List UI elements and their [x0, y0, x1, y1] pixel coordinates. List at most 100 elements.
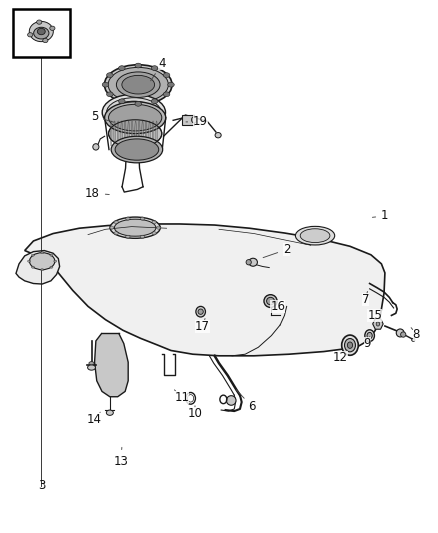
Ellipse shape — [264, 295, 277, 308]
Ellipse shape — [108, 67, 168, 102]
Ellipse shape — [88, 365, 95, 370]
Ellipse shape — [37, 20, 42, 24]
Ellipse shape — [152, 121, 154, 147]
Ellipse shape — [106, 72, 113, 77]
Text: 10: 10 — [187, 406, 202, 420]
Text: 3: 3 — [39, 479, 46, 492]
Ellipse shape — [300, 229, 330, 243]
Ellipse shape — [29, 253, 55, 270]
Ellipse shape — [106, 98, 161, 127]
Ellipse shape — [50, 266, 53, 268]
Ellipse shape — [396, 329, 404, 337]
Ellipse shape — [196, 306, 205, 317]
Ellipse shape — [117, 121, 119, 147]
Ellipse shape — [111, 136, 162, 163]
Ellipse shape — [93, 144, 99, 150]
Ellipse shape — [246, 260, 251, 265]
Text: 13: 13 — [113, 447, 128, 468]
Ellipse shape — [140, 217, 145, 220]
Ellipse shape — [110, 217, 160, 238]
Ellipse shape — [155, 121, 157, 147]
Ellipse shape — [140, 235, 145, 238]
Ellipse shape — [104, 64, 172, 104]
Ellipse shape — [124, 121, 126, 147]
Ellipse shape — [109, 104, 162, 131]
Ellipse shape — [267, 297, 275, 305]
Ellipse shape — [41, 269, 44, 271]
Ellipse shape — [50, 254, 53, 256]
Text: 9: 9 — [364, 337, 371, 350]
Text: 1: 1 — [372, 209, 389, 222]
Ellipse shape — [117, 72, 160, 98]
Ellipse shape — [41, 252, 44, 254]
Ellipse shape — [128, 121, 130, 147]
Ellipse shape — [29, 21, 53, 42]
Ellipse shape — [102, 82, 109, 87]
Text: 8: 8 — [411, 327, 420, 341]
Ellipse shape — [114, 221, 118, 224]
Ellipse shape — [152, 232, 156, 235]
Ellipse shape — [110, 121, 112, 147]
Ellipse shape — [135, 63, 141, 68]
Ellipse shape — [135, 101, 141, 106]
Ellipse shape — [152, 221, 156, 224]
Ellipse shape — [365, 330, 374, 342]
Ellipse shape — [376, 322, 380, 326]
Text: 19: 19 — [186, 116, 208, 128]
Ellipse shape — [295, 227, 335, 245]
Ellipse shape — [168, 82, 174, 87]
Ellipse shape — [102, 94, 166, 131]
Bar — [13, 9, 70, 56]
Ellipse shape — [89, 362, 94, 365]
Ellipse shape — [215, 133, 221, 138]
Ellipse shape — [114, 121, 116, 147]
Ellipse shape — [126, 235, 130, 238]
Ellipse shape — [198, 309, 203, 314]
Ellipse shape — [163, 92, 170, 96]
Ellipse shape — [32, 254, 35, 256]
Text: 4: 4 — [151, 57, 166, 81]
Text: 15: 15 — [367, 309, 382, 322]
Text: 12: 12 — [333, 350, 348, 365]
Ellipse shape — [113, 101, 155, 124]
Ellipse shape — [115, 139, 159, 160]
Polygon shape — [16, 251, 60, 284]
Text: 11: 11 — [174, 390, 189, 405]
Ellipse shape — [191, 117, 197, 123]
Ellipse shape — [249, 259, 258, 266]
Ellipse shape — [156, 226, 161, 229]
Ellipse shape — [119, 66, 125, 70]
Polygon shape — [25, 224, 385, 356]
Text: 18: 18 — [85, 187, 109, 200]
Ellipse shape — [106, 410, 113, 415]
Ellipse shape — [43, 38, 48, 43]
Ellipse shape — [342, 335, 358, 356]
Ellipse shape — [345, 338, 356, 352]
Ellipse shape — [138, 121, 140, 147]
Polygon shape — [95, 333, 128, 397]
Ellipse shape — [109, 120, 162, 148]
Ellipse shape — [106, 92, 113, 96]
Ellipse shape — [149, 121, 150, 147]
Ellipse shape — [50, 26, 55, 30]
Text: 5: 5 — [91, 110, 114, 123]
Ellipse shape — [119, 99, 125, 103]
Ellipse shape — [367, 333, 372, 339]
Ellipse shape — [37, 28, 45, 35]
Ellipse shape — [145, 121, 147, 147]
Text: 17: 17 — [195, 319, 210, 333]
Ellipse shape — [401, 332, 406, 337]
Ellipse shape — [131, 121, 133, 147]
Ellipse shape — [121, 121, 123, 147]
Ellipse shape — [142, 121, 144, 147]
Text: 2: 2 — [263, 243, 290, 257]
Ellipse shape — [110, 226, 114, 229]
Text: 16: 16 — [270, 300, 286, 313]
Bar — [182, 115, 194, 125]
Text: 7: 7 — [361, 292, 369, 306]
Ellipse shape — [347, 342, 353, 349]
Ellipse shape — [122, 75, 155, 94]
Ellipse shape — [114, 219, 156, 236]
Ellipse shape — [28, 33, 33, 37]
Ellipse shape — [151, 66, 158, 70]
